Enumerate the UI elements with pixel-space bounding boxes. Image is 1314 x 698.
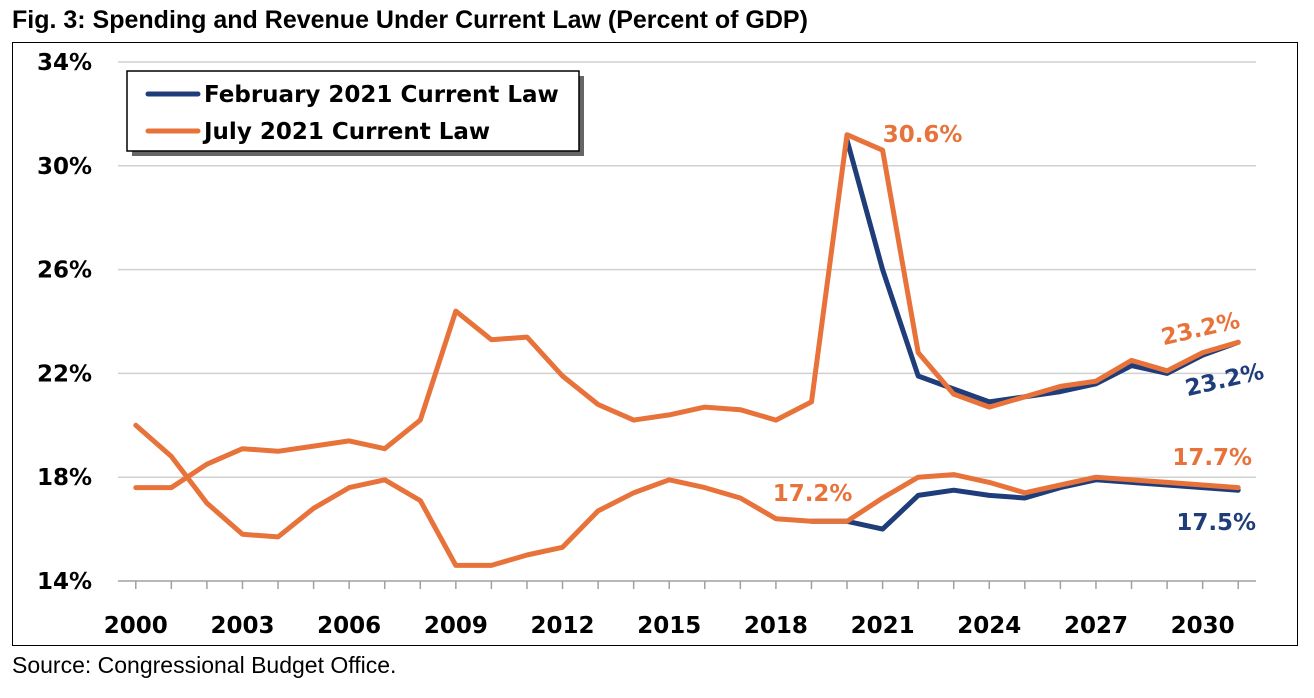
data-label: 30.6% <box>883 122 963 148</box>
data-label: 17.5% <box>1176 510 1256 536</box>
legend: February 2021 Current Law July 2021 Curre… <box>126 70 584 156</box>
axes: 14% 18% 22% 26% 30% 34% 2000 2003 2006 2009 2012 20… <box>37 50 1256 639</box>
x-tick-label: 2018 <box>744 613 808 639</box>
data-label: 17.7% <box>1172 445 1252 471</box>
series-line-july-2021-current-law-spending <box>133 132 1241 491</box>
y-tick-label: 22% <box>37 361 92 387</box>
y-tick-label: 14% <box>37 569 92 595</box>
data-label: 17.2% <box>773 481 853 507</box>
x-tick-label: 2009 <box>424 613 488 639</box>
x-tick-label: 2000 <box>104 613 168 639</box>
data-label: 23.2% <box>1183 359 1267 402</box>
legend-box <box>126 70 580 152</box>
legend-label: February 2021 Current Law <box>204 82 559 108</box>
legend-label: July 2021 Current Law <box>202 119 490 145</box>
chart-title: Fig. 3: Spending and Revenue Under Curre… <box>12 6 808 34</box>
series-lines <box>133 132 1241 568</box>
y-tick-label: 26% <box>37 258 92 284</box>
y-tick-label: 30% <box>37 154 92 180</box>
x-tick-label: 2006 <box>317 613 381 639</box>
x-tick-label: 2030 <box>1171 613 1235 639</box>
series-line-february-2021-current-law-revenue <box>809 477 1241 532</box>
chart-frame <box>12 42 1298 646</box>
series-line-july-2021-current-law-revenue <box>133 422 1241 568</box>
x-tick-label: 2015 <box>637 613 701 639</box>
y-tick-label: 34% <box>37 50 92 76</box>
annotations: 30.6%23.2%23.2%17.7%17.5%17.2% <box>773 122 1267 536</box>
gridlines <box>118 61 1256 478</box>
x-tick-label: 2003 <box>210 613 274 639</box>
y-tick-label: 18% <box>37 465 92 491</box>
x-tick-label: 2012 <box>531 613 595 639</box>
source-note: Source: Congressional Budget Office. <box>12 652 397 678</box>
x-tick-label: 2021 <box>851 613 915 639</box>
x-tick-label: 2027 <box>1064 613 1128 639</box>
x-tick-label: 2024 <box>957 613 1021 639</box>
